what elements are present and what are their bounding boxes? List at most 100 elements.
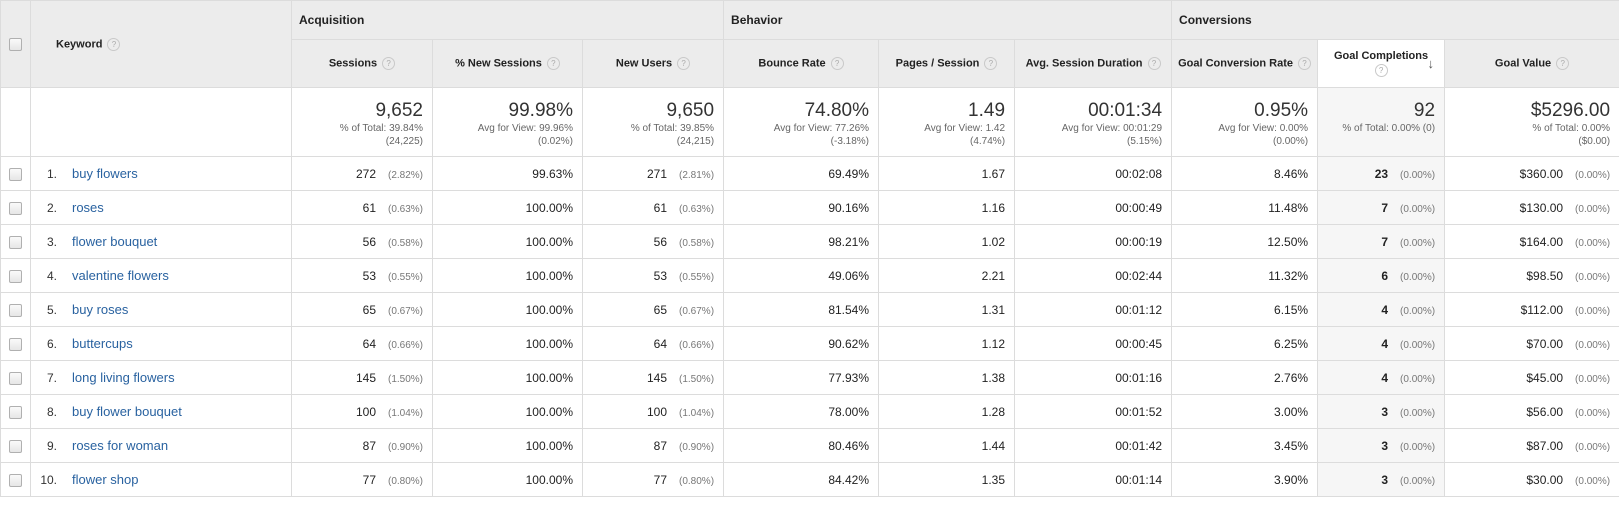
total-note: Avg for View: 1.42 — [924, 123, 1006, 134]
keyword-link[interactable]: roses — [72, 200, 104, 215]
goal-completions-value: 6 — [1381, 268, 1389, 283]
goal-value-percent: (0.00%) — [1575, 475, 1611, 487]
goal-conversion-rate-cell: 3.90% — [1171, 462, 1319, 497]
pages-session-cell: 2.21 — [878, 258, 1016, 293]
goal-conversion-rate-cell: 6.25% — [1171, 326, 1319, 361]
help-icon[interactable]: ? — [1556, 57, 1570, 70]
totals-avg-duration: 00:01:34 Avg for View: 00:01:29 (5.15%) — [1014, 87, 1173, 157]
totals-empty-cell — [0, 87, 31, 157]
bounce-rate-column-header[interactable]: Bounce Rate? — [723, 39, 880, 88]
keyword-link[interactable]: buy flower bouquet — [72, 404, 182, 419]
keyword-column-header[interactable]: Keyword? — [30, 0, 292, 88]
new-users-percent: (0.55%) — [679, 271, 715, 283]
goal-value-value: $360.00 — [1519, 166, 1564, 181]
goal-completions-percent: (0.00%) — [1400, 373, 1436, 385]
row-checkbox[interactable] — [9, 269, 22, 283]
new-users-value: 56 — [653, 234, 668, 249]
row-checkbox[interactable] — [9, 235, 22, 249]
total-note: (24,215) — [676, 136, 715, 147]
row-checkbox[interactable] — [9, 201, 22, 215]
row-checkbox[interactable] — [9, 473, 22, 487]
keyword-link[interactable]: buttercups — [72, 336, 133, 351]
row-checkbox[interactable] — [9, 167, 22, 181]
goal-value-column-header[interactable]: Goal Value? — [1444, 39, 1619, 88]
new-users-value: 53 — [653, 268, 668, 283]
new-sessions-column-header[interactable]: % New Sessions? — [432, 39, 583, 88]
keyword-link[interactable]: valentine flowers — [72, 268, 169, 283]
help-icon[interactable]: ? — [546, 57, 560, 70]
row-rank: 3. — [46, 235, 57, 249]
row-checkbox-cell — [0, 258, 31, 293]
sort-descending-icon[interactable]: ↓ — [1427, 56, 1435, 71]
keyword-link[interactable]: flower bouquet — [72, 234, 158, 249]
goal-value-percent: (0.00%) — [1575, 271, 1611, 283]
row-rank: 2. — [46, 201, 57, 215]
help-icon[interactable]: ? — [107, 37, 121, 51]
new-sessions-header-label: % New Sessions — [455, 57, 542, 70]
help-icon[interactable]: ? — [830, 57, 844, 70]
row-checkbox[interactable] — [9, 371, 22, 385]
new-users-percent: (1.04%) — [679, 407, 715, 419]
goal-value-percent: (0.00%) — [1575, 203, 1611, 215]
help-icon[interactable]: ? — [1147, 57, 1161, 70]
new-users-value: 271 — [647, 166, 668, 181]
total-note: (0.00%) — [1273, 136, 1309, 147]
keyword-cell: 6. buttercups — [30, 326, 292, 361]
avg-duration-cell: 00:02:44 — [1014, 258, 1173, 293]
row-checkbox-cell — [0, 360, 31, 395]
goal-value-cell: $30.00 (0.00%) — [1444, 462, 1619, 497]
pages-session-cell: 1.44 — [878, 428, 1016, 463]
new-users-cell: 145 (1.50%) — [581, 360, 725, 395]
avg-duration-cell: 00:01:12 — [1014, 292, 1173, 327]
pages-session-cell: 1.67 — [878, 156, 1016, 191]
sessions-column-header[interactable]: Sessions? — [291, 39, 433, 88]
totals-pages-session: 1.49 Avg for View: 1.42 (4.74%) — [878, 87, 1016, 157]
total-value: 00:01:34 — [1088, 100, 1163, 121]
keyword-link[interactable]: roses for woman — [72, 438, 169, 453]
goal-value-percent: (0.00%) — [1575, 237, 1611, 249]
avg-duration-cell: 00:01:42 — [1014, 428, 1173, 463]
select-all-checkbox[interactable] — [9, 38, 22, 52]
totals-sessions: 9,652 % of Total: 39.84% (24,225) — [291, 87, 433, 157]
goal-value-value: $30.00 — [1526, 472, 1564, 487]
goal-completions-percent: (0.00%) — [1400, 271, 1436, 283]
pages-session-column-header[interactable]: Pages / Session? — [878, 39, 1016, 88]
keyword-link[interactable]: buy roses — [72, 302, 129, 317]
new-users-percent: (0.80%) — [679, 475, 715, 487]
help-icon[interactable]: ? — [382, 57, 396, 70]
goal-completions-cell: 4 (0.00%) — [1317, 326, 1446, 361]
bounce-rate-cell: 90.62% — [723, 326, 880, 361]
new-sessions-cell: 100.00% — [432, 462, 583, 497]
goal-completions-value: 7 — [1381, 200, 1389, 215]
goal-completions-cell: 7 (0.00%) — [1317, 224, 1446, 259]
new-users-percent: (0.67%) — [679, 305, 715, 317]
help-icon[interactable]: ? — [984, 57, 998, 70]
row-checkbox[interactable] — [9, 405, 22, 419]
row-rank: 10. — [40, 473, 57, 487]
keyword-link[interactable]: buy flowers — [72, 166, 138, 181]
goal-conversion-rate-column-header[interactable]: Goal Conversion Rate? — [1171, 39, 1319, 88]
row-checkbox[interactable] — [9, 303, 22, 317]
keyword-link[interactable]: flower shop — [72, 472, 139, 487]
help-icon[interactable]: ? — [677, 57, 691, 70]
new-users-percent: (0.63%) — [679, 203, 715, 215]
sessions-percent: (0.66%) — [387, 339, 423, 351]
goal-completions-column-header[interactable]: Goal Completions? ↓ — [1317, 39, 1446, 88]
keyword-cell: 8. buy flower bouquet — [30, 394, 292, 429]
goal-value-percent: (0.00%) — [1575, 407, 1611, 419]
new-users-column-header[interactable]: New Users? — [581, 39, 725, 88]
keyword-link[interactable]: long living flowers — [72, 370, 175, 385]
data-rows: 1. buy flowers 272 (2.82%) 99.63% 271 (2.81… — [0, 156, 1619, 497]
sessions-percent: (1.50%) — [387, 373, 423, 385]
total-note: (24,225) — [385, 136, 423, 147]
keyword-header-label: Keyword — [56, 37, 103, 50]
goal-conversion-rate-cell: 6.15% — [1171, 292, 1319, 327]
total-value: 9,652 — [375, 100, 423, 121]
avg-duration-column-header[interactable]: Avg. Session Duration? — [1014, 39, 1173, 88]
help-icon[interactable]: ? — [1298, 57, 1311, 70]
row-checkbox[interactable] — [9, 439, 22, 453]
help-icon[interactable]: ? — [1374, 64, 1388, 77]
row-checkbox-cell — [0, 190, 31, 225]
row-checkbox[interactable] — [9, 337, 22, 351]
goal-value-cell: $56.00 (0.00%) — [1444, 394, 1619, 429]
